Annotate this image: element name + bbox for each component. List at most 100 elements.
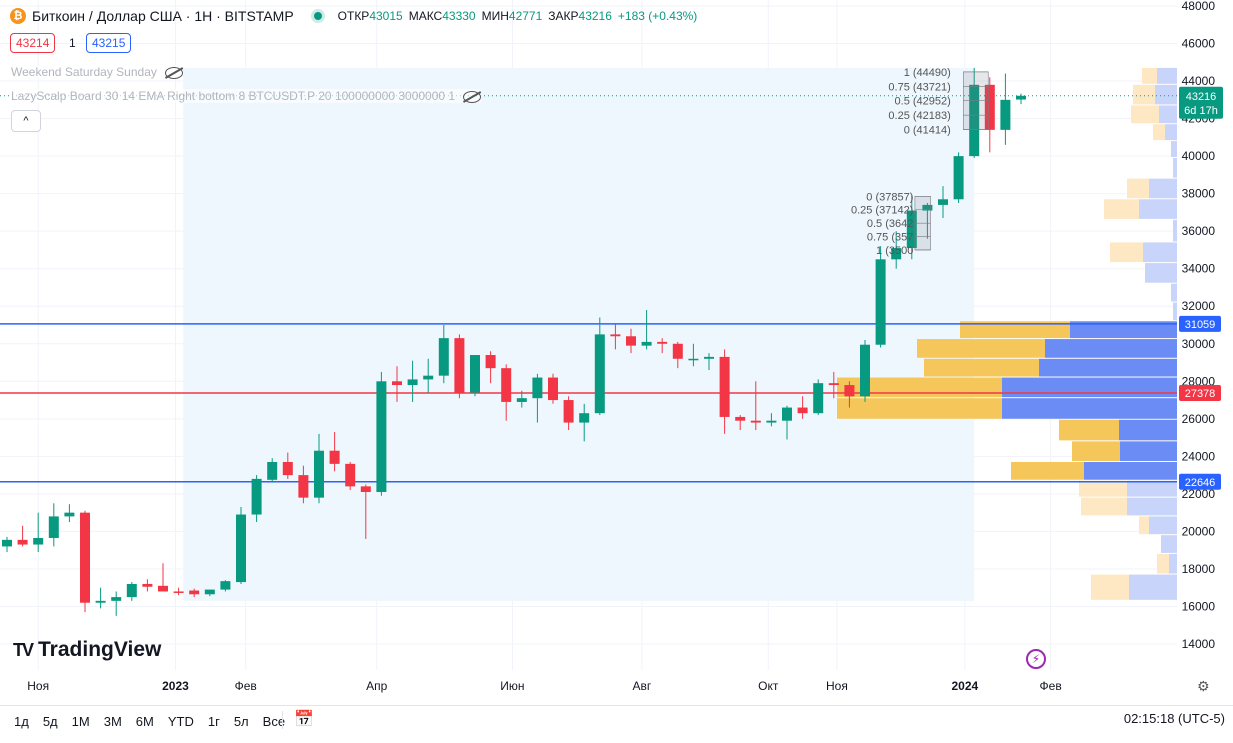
candle — [454, 338, 465, 393]
lightning-icon[interactable]: ⚡ — [1026, 649, 1046, 669]
volume-profile-bar — [1157, 67, 1177, 84]
calendar-icon[interactable]: 📅 — [294, 711, 314, 728]
candle — [298, 475, 309, 498]
candle — [984, 84, 995, 130]
weekend-zone — [183, 67, 975, 601]
spread-value: 1 — [69, 36, 76, 50]
volume-profile-bar — [1169, 553, 1177, 574]
volume-profile-bar — [1171, 283, 1177, 302]
candle — [1016, 95, 1026, 100]
price-tick-label: 26000 — [1182, 412, 1216, 426]
collapse-indicators-button[interactable]: ^ — [11, 110, 41, 132]
volume-profile-bar — [1157, 553, 1169, 574]
volume-profile-bar — [1155, 84, 1177, 105]
current-price-tag — [1179, 86, 1223, 119]
volume-profile-bar — [1059, 419, 1119, 441]
timeframe-1m[interactable]: 1М — [71, 713, 90, 729]
candle — [126, 583, 137, 598]
candle — [95, 600, 106, 603]
price-tick-label: 36000 — [1182, 224, 1216, 238]
volume-profile-bar — [1011, 461, 1084, 480]
buy-price-button[interactable]: 43215 — [86, 33, 132, 53]
candle — [797, 407, 808, 414]
level-price-tag — [1179, 473, 1221, 490]
price-tick-label: 34000 — [1182, 262, 1216, 276]
candle — [111, 597, 122, 601]
candle — [173, 591, 184, 593]
volume-profile-bar — [1120, 441, 1177, 461]
volume-profile-bar — [1084, 461, 1177, 480]
timeframe-6m[interactable]: 6М — [135, 713, 154, 729]
price-tick-label: 20000 — [1182, 524, 1216, 538]
candle — [1000, 99, 1011, 130]
fib-up-label: 0.25 (42183) — [888, 110, 950, 122]
candle — [485, 355, 496, 369]
price-tick-label: 44000 — [1182, 74, 1216, 88]
time-axis-label: Апр — [366, 679, 388, 693]
volume-profile-bar — [837, 398, 1002, 419]
level-price-tag-label: 31059 — [1185, 319, 1216, 331]
timeframe-5d[interactable]: 5д — [42, 713, 58, 729]
candle — [953, 156, 964, 200]
candle — [80, 512, 90, 603]
candle — [906, 210, 917, 249]
bitcoin-icon: ₿ — [10, 8, 26, 24]
fib-down-label: 0.25 (37142) — [851, 205, 913, 217]
timeframe-all[interactable]: Все — [262, 713, 286, 729]
price-tick-label: 24000 — [1182, 449, 1216, 463]
indicator-weekend[interactable]: Weekend Saturday Sunday — [11, 65, 183, 79]
volume-profile-bar — [1131, 105, 1159, 124]
timeframe-1y[interactable]: 1г — [207, 713, 220, 729]
volume-profile-bar — [1127, 480, 1177, 497]
timeframe-1d[interactable]: 1д — [14, 713, 29, 729]
volume-profile-bar — [1002, 377, 1177, 398]
volume-profile-bar — [1143, 242, 1177, 263]
volume-profile-bar — [1110, 242, 1143, 263]
toolbar-divider — [282, 711, 283, 729]
candle — [735, 416, 746, 421]
volume-profile-bar — [1091, 574, 1129, 600]
indicator-lazyscalp[interactable]: LazyScalp Board 30 14 EMA Right bottom 8… — [11, 89, 482, 103]
candle — [657, 341, 668, 344]
timeframe-5y[interactable]: 5л — [233, 713, 249, 729]
candle — [314, 450, 324, 498]
candle — [938, 199, 948, 205]
candle — [844, 385, 855, 397]
volume-profile-bar — [1127, 497, 1177, 516]
volume-profile-bar — [917, 339, 1045, 358]
candle — [345, 463, 356, 487]
volume-profile-bar — [1142, 67, 1157, 84]
tradingview-logo[interactable]: TV TradingView — [13, 638, 162, 661]
candle — [626, 336, 636, 346]
candle — [688, 358, 699, 361]
eye-hidden-icon[interactable] — [164, 66, 183, 79]
price-tick-label: 40000 — [1182, 149, 1216, 163]
candle — [594, 334, 605, 414]
eye-hidden-icon[interactable] — [463, 90, 482, 103]
volume-profile-bar — [1159, 105, 1177, 124]
time-axis-label: Окт — [758, 679, 779, 693]
clock-time[interactable]: 02:15:18 (UTC-5) — [1123, 711, 1225, 726]
volume-profile-bar — [1149, 178, 1177, 199]
timeframe-3m[interactable]: 3М — [103, 713, 122, 729]
bottom-toolbar: 1д 5д 1М 3М 6М YTD 1г 5л Все — [0, 705, 1233, 736]
candle — [33, 537, 44, 545]
gear-icon[interactable]: ⚙ — [1197, 678, 1210, 694]
symbol-title[interactable]: Биткоин / Доллар США · 1Н · BITSTAMP — [32, 8, 294, 24]
candle — [532, 377, 543, 399]
sell-price-button[interactable]: 43214 — [10, 33, 56, 53]
candle — [860, 344, 870, 397]
fib-up-label: 0 (41414) — [904, 125, 951, 137]
time-axis-label: Июн — [500, 679, 524, 693]
candle — [158, 585, 168, 592]
timeframe-ytd[interactable]: YTD — [167, 713, 194, 729]
volume-profile-bar — [1165, 124, 1177, 141]
fib-up-label: 1 (44490) — [904, 67, 951, 79]
fib-up-label: 0.5 (42952) — [895, 96, 951, 108]
ohlc-low: МИН42771 — [481, 9, 543, 23]
ohlc-change: +183 (+0.43%) — [617, 9, 698, 23]
time-axis-label: Фев — [235, 679, 257, 693]
price-tick-label: 14000 — [1182, 637, 1216, 651]
level-price-tag-label: 22646 — [1185, 477, 1216, 489]
